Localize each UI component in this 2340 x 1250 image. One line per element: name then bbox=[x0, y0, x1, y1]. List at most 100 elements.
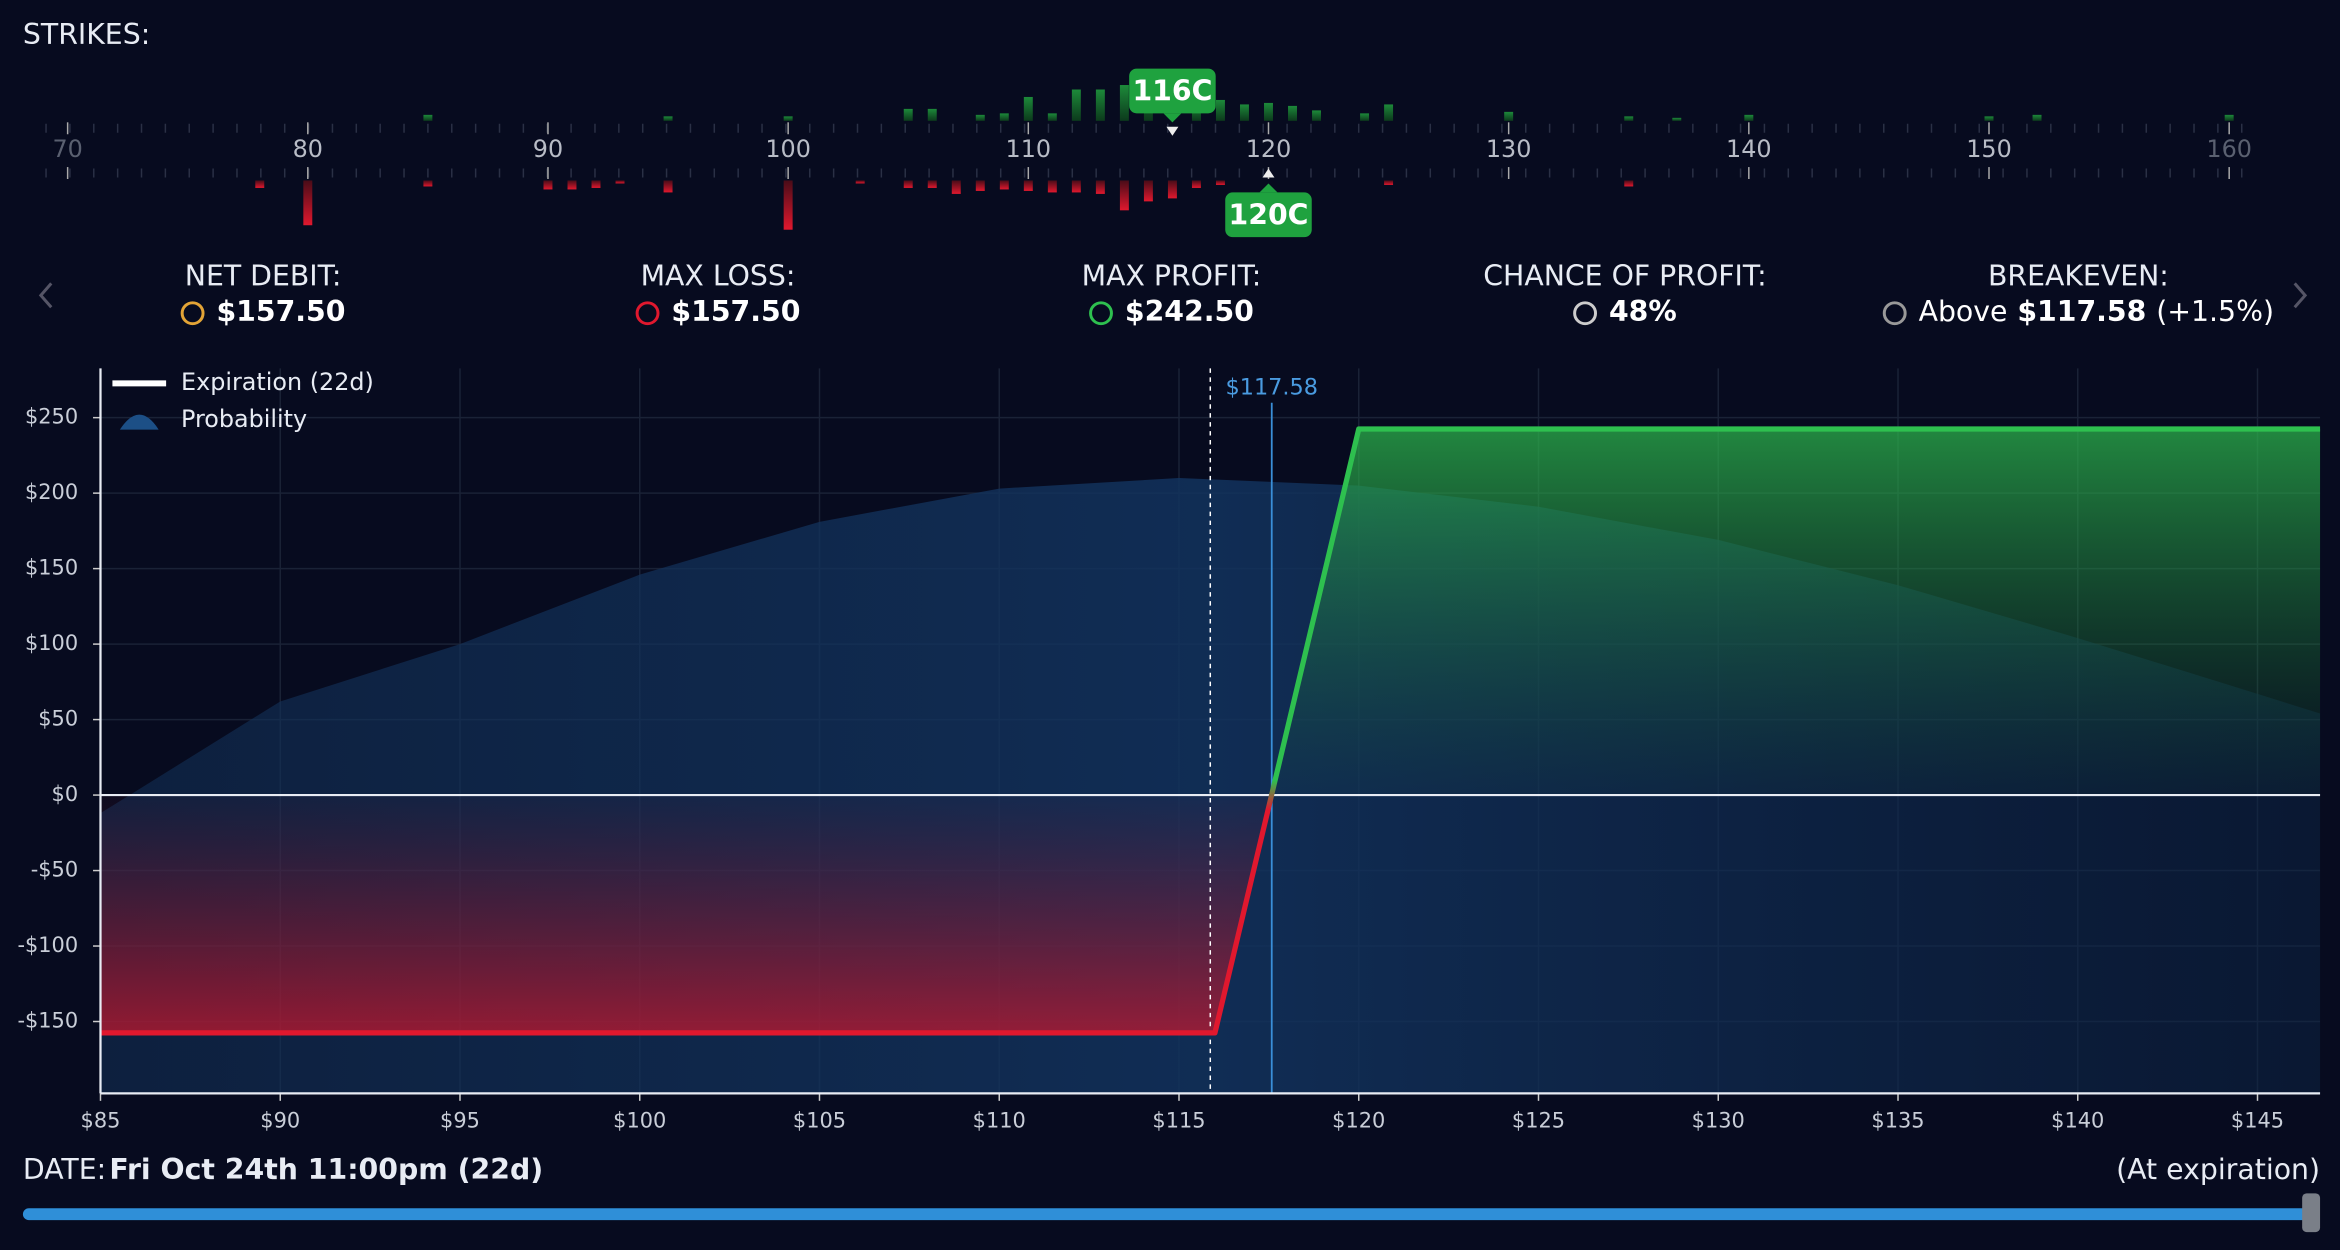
call-volume-bar bbox=[1047, 113, 1057, 121]
x-tick-label: $145 bbox=[2231, 1109, 2284, 1133]
metric-suffix: (+1.5%) bbox=[2156, 295, 2274, 328]
metric-value: $242.50 bbox=[1125, 295, 1254, 328]
metric-label: CHANCE OF PROFIT: bbox=[1483, 259, 1766, 292]
call-volume-bar bbox=[1672, 117, 1682, 121]
strike-tag bbox=[1225, 192, 1312, 238]
call-volume-bar bbox=[2032, 114, 2042, 121]
metric-value: 48% bbox=[1609, 295, 1677, 328]
payoff-line bbox=[100, 426, 2321, 1036]
date-label: DATE: bbox=[23, 1153, 106, 1186]
metric-label: NET DEBIT: bbox=[185, 259, 342, 292]
x-tick-label: $95 bbox=[440, 1109, 480, 1133]
call-volume-bar bbox=[1023, 96, 1033, 121]
payoff-area bbox=[100, 428, 2321, 1033]
metric-value: $157.50 bbox=[671, 295, 800, 328]
strike-tag-label: 120C bbox=[1229, 198, 1309, 231]
put-volume-bar bbox=[255, 180, 265, 188]
put-volume-bar bbox=[855, 180, 865, 184]
x-tick-label: $130 bbox=[1692, 1109, 1745, 1133]
metric-value: $117.58 bbox=[2017, 295, 2146, 328]
payoff-chart: $85 $90 $95 $100 $105 $110 $115 $120 $125 $130 $13… bbox=[17, 368, 2321, 1133]
tag-pointer bbox=[1163, 113, 1182, 123]
call-volume-bar bbox=[1984, 116, 1994, 121]
metric-icon bbox=[1089, 301, 1113, 326]
current-price-label: $117.58 bbox=[1226, 374, 1318, 400]
next-arrow[interactable] bbox=[2293, 282, 2308, 309]
x-tick-label: $110 bbox=[973, 1109, 1026, 1133]
expiration-note: (At expiration) bbox=[2116, 1153, 2320, 1186]
call-volume-bar bbox=[903, 108, 913, 121]
y-tick-label: -$150 bbox=[17, 1009, 78, 1033]
put-volume-bar bbox=[1384, 180, 1394, 185]
put-volume-bar bbox=[903, 180, 913, 188]
metric-label: MAX PROFIT: bbox=[1082, 259, 1262, 292]
metric-icon bbox=[1882, 301, 1907, 326]
put-volume-bar bbox=[975, 180, 985, 191]
put-volume-bar bbox=[1047, 180, 1057, 193]
call-volume-bar bbox=[2224, 114, 2234, 121]
put-volume-bar bbox=[927, 180, 937, 188]
call-volume-bar bbox=[999, 113, 1009, 121]
metric-label: MAX LOSS: bbox=[641, 259, 796, 292]
put-volume-bar bbox=[1071, 180, 1081, 193]
put-volume-bar bbox=[783, 180, 793, 230]
x-tick-label: $120 bbox=[1332, 1109, 1385, 1133]
put-volume-bar bbox=[543, 180, 553, 190]
call-volume-bar bbox=[663, 116, 673, 121]
call-volume-bar bbox=[423, 114, 433, 121]
put-volume-bar bbox=[591, 180, 601, 188]
y-tick-label: -$50 bbox=[31, 858, 78, 882]
call-volume-bar bbox=[975, 114, 985, 121]
strike-tag bbox=[1129, 68, 1216, 114]
call-volume-bar bbox=[1071, 89, 1081, 121]
call-volume-bar bbox=[1215, 99, 1225, 121]
put-volume-bar bbox=[663, 180, 673, 193]
call-volume-bar bbox=[1504, 111, 1514, 121]
put-volume-bar bbox=[1023, 180, 1033, 191]
call-volume-bar bbox=[1264, 102, 1273, 121]
x-tick-label: $135 bbox=[1871, 1109, 1924, 1133]
metric-icon bbox=[635, 301, 660, 326]
x-tick-label: $140 bbox=[2051, 1109, 2104, 1133]
call-volume-bar bbox=[1624, 116, 1634, 121]
y-tick-label: $200 bbox=[25, 480, 78, 504]
legend-swatch bbox=[119, 414, 159, 430]
metric-value: $157.50 bbox=[671, 295, 800, 328]
strikes-label: STRIKES: bbox=[23, 18, 150, 51]
strike-tick-label: 100 bbox=[765, 135, 811, 163]
x-tick-label: $115 bbox=[1152, 1109, 1205, 1133]
metric-value: $242.50 bbox=[1125, 295, 1254, 328]
metric-prefix: Above bbox=[1919, 295, 2008, 328]
x-tick-label: $85 bbox=[81, 1109, 121, 1133]
strike-selector[interactable]: 70 80 90 100 110 120 130 140 150 160 116C 120C bbox=[45, 68, 2261, 238]
put-volume-bar bbox=[423, 180, 433, 187]
strike-tick-label: 120 bbox=[1246, 135, 1292, 163]
call-volume-bar bbox=[783, 116, 793, 121]
put-volume-bar bbox=[615, 180, 625, 184]
date-value: Fri Oct 24th 11:00pm (22d) bbox=[109, 1153, 543, 1186]
call-volume-bar bbox=[1312, 110, 1321, 121]
strike-tick-label: 130 bbox=[1486, 135, 1532, 163]
put-volume-bar bbox=[951, 180, 961, 194]
x-tick-label: $100 bbox=[613, 1109, 666, 1133]
y-tick-label: $250 bbox=[25, 405, 78, 429]
metrics-bar: NET DEBIT:$157.50 MAX LOSS:$157.50 MAX P… bbox=[38, 259, 2308, 328]
tag-pointer bbox=[1259, 183, 1278, 193]
prev-arrow[interactable] bbox=[38, 282, 53, 309]
strike-tick-label: 90 bbox=[533, 135, 563, 163]
tag-caret bbox=[1166, 126, 1179, 136]
put-volume-bar bbox=[1624, 180, 1634, 187]
slider-handle[interactable] bbox=[2302, 1193, 2321, 1233]
call-volume-bar bbox=[1119, 85, 1129, 121]
call-volume-bar bbox=[1384, 104, 1394, 121]
put-volume-bar bbox=[303, 180, 313, 226]
put-volume-bar bbox=[1095, 180, 1105, 194]
metric-value: $157.50 bbox=[216, 295, 345, 328]
call-volume-bar bbox=[1239, 104, 1249, 121]
y-tick-label: -$100 bbox=[17, 933, 78, 957]
date-slider[interactable] bbox=[22, 1208, 2309, 1221]
strike-tick-label: 70 bbox=[52, 135, 82, 163]
y-tick-label: $100 bbox=[25, 631, 78, 655]
metric-value: 48% bbox=[1609, 295, 1677, 328]
